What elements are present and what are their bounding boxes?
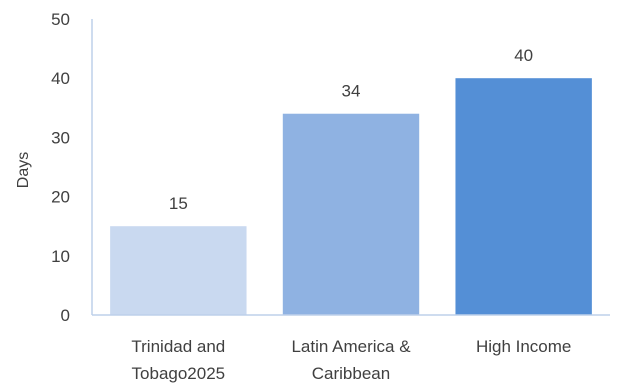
y-tick-label: 50 bbox=[51, 10, 70, 29]
bars bbox=[110, 78, 592, 315]
category-labels: Trinidad and Tobago2025 Latin America & Car… bbox=[131, 337, 571, 383]
bar bbox=[110, 226, 247, 315]
data-label: 34 bbox=[342, 82, 361, 101]
category-label: High Income bbox=[476, 337, 571, 356]
y-tick-label: 10 bbox=[51, 247, 70, 266]
y-tick-label: 20 bbox=[51, 188, 70, 207]
bar bbox=[455, 78, 592, 315]
data-label: 40 bbox=[514, 46, 533, 65]
bar bbox=[282, 113, 420, 315]
y-tick-label: 0 bbox=[61, 306, 70, 325]
y-tick-label: 40 bbox=[51, 69, 70, 88]
category-label: Caribbean bbox=[312, 364, 390, 383]
category-label: Tobago2025 bbox=[132, 364, 226, 383]
category-label: Trinidad and bbox=[131, 337, 225, 356]
data-labels: 15 34 40 bbox=[169, 46, 533, 213]
data-label: 15 bbox=[169, 194, 188, 213]
y-axis-title: Days bbox=[15, 152, 32, 188]
y-tick-label: 30 bbox=[51, 128, 70, 147]
y-axis-ticks: 0 10 20 30 40 50 bbox=[51, 10, 70, 325]
category-label: Latin America & bbox=[291, 337, 411, 356]
